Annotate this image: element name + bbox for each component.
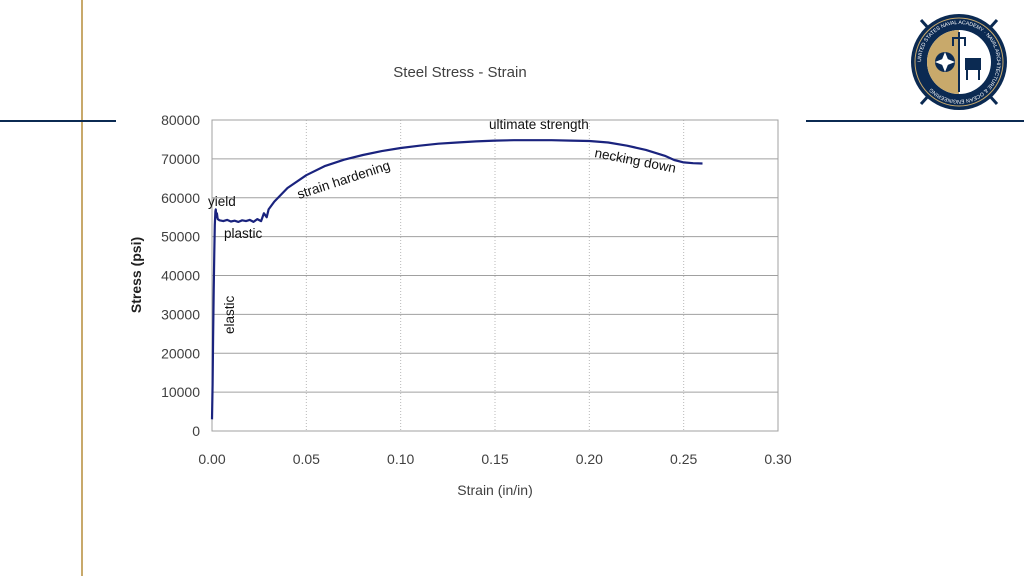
- x-tick-label: 0.30: [764, 451, 791, 467]
- y-tick-label: 30000: [161, 306, 200, 322]
- y-tick-label: 50000: [161, 229, 200, 245]
- usna-naval-architecture-seal: UNITED STATES NAVAL ACADEMY · NAVAL ARCH…: [911, 14, 1007, 110]
- x-tick-label: 0.10: [387, 451, 414, 467]
- x-tick-labels: 0.00 0.05 0.10 0.15 0.20 0.25 0.30: [198, 451, 791, 467]
- x-tick-label: 0.00: [198, 451, 225, 467]
- annotation-necking-down: necking down: [593, 145, 677, 175]
- grid: [211, 119, 779, 432]
- x-axis-label: Strain (in/in): [457, 482, 532, 498]
- annotation-strain-hardening: strain hardening: [295, 158, 392, 202]
- gold-vertical-rule: [81, 0, 83, 576]
- y-tick-label: 70000: [161, 151, 200, 167]
- x-tick-label: 0.05: [293, 451, 320, 467]
- y-tick-label: 80000: [161, 112, 200, 128]
- x-tick-label: 0.15: [481, 451, 508, 467]
- y-tick-label: 40000: [161, 268, 200, 284]
- chart-title: Steel Stress - Strain: [393, 64, 526, 81]
- y-tick-label: 20000: [161, 345, 200, 361]
- annotation-elastic: elastic: [222, 295, 237, 334]
- y-tick-labels: 0 10000 20000 30000 40000 50000 60000 70000 8000…: [161, 112, 200, 439]
- navy-rule-right: [806, 120, 1024, 122]
- y-tick-label: 10000: [161, 384, 200, 400]
- plot-frame: [211, 119, 779, 432]
- navy-rule-left: [0, 120, 116, 122]
- x-tick-label: 0.25: [670, 451, 697, 467]
- stress-strain-curve: [210, 139, 703, 420]
- annotation-plastic: plastic: [224, 226, 263, 241]
- y-axis-label: Stress (psi): [128, 237, 144, 313]
- y-tick-label: 0: [192, 423, 200, 439]
- annotation-yield: yield: [208, 194, 236, 209]
- annotation-ultimate-strength: ultimate strength: [489, 117, 589, 132]
- y-tick-label: 60000: [161, 190, 200, 206]
- x-tick-label: 0.20: [576, 451, 603, 467]
